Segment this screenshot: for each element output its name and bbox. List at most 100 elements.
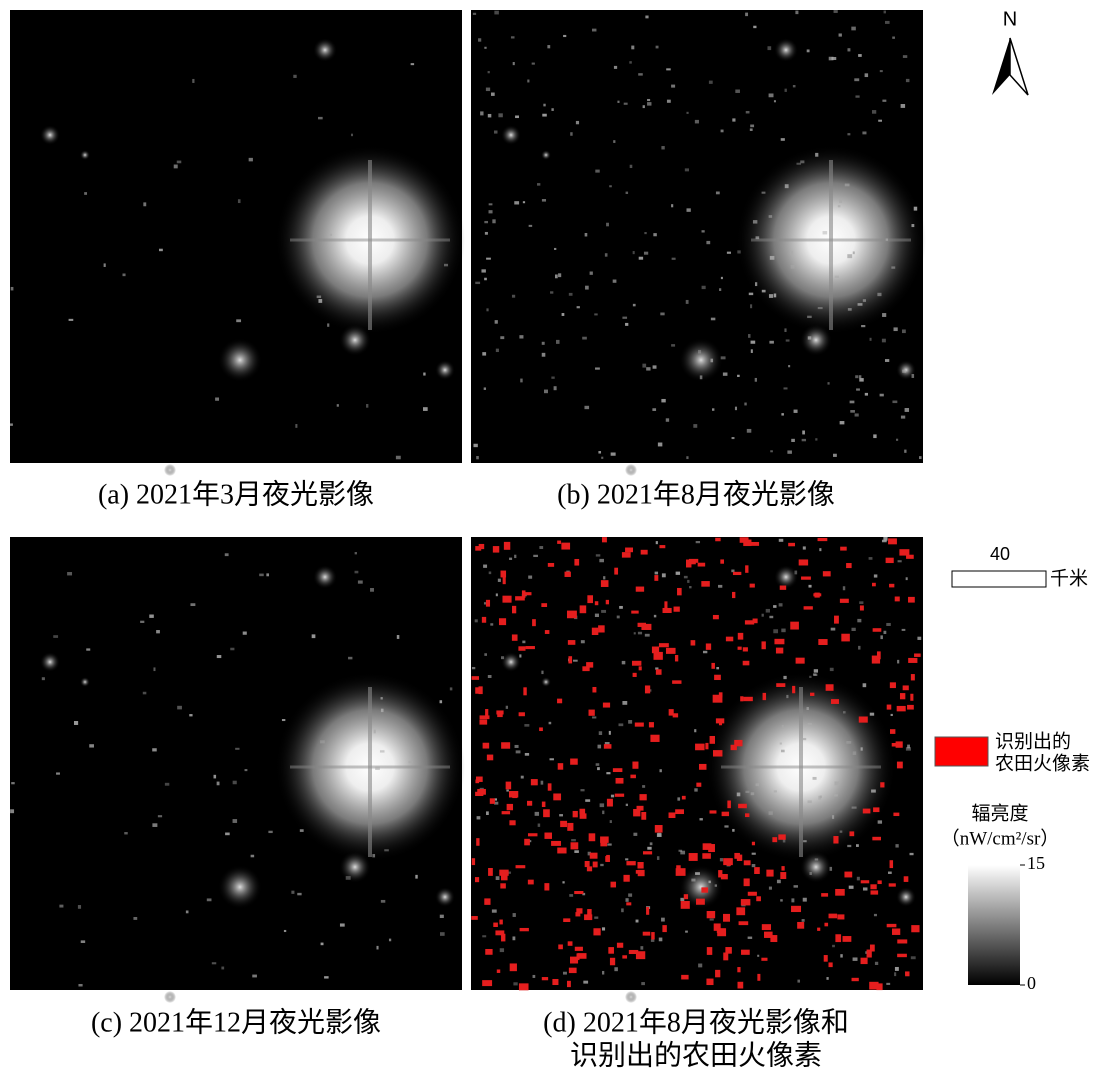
light-blob: [501, 652, 521, 672]
fire-pixel: [681, 975, 688, 980]
light-speck: [781, 138, 785, 141]
light-speck: [348, 657, 352, 660]
fire-pixel: [524, 839, 530, 846]
light-speck: [679, 850, 683, 852]
light-speck: [238, 199, 241, 203]
light-speck: [769, 887, 772, 890]
light-speck: [408, 761, 412, 763]
fire-pixel: [801, 576, 811, 579]
light-speck: [839, 199, 842, 203]
light-speck: [832, 945, 835, 947]
light-speck: [521, 776, 524, 779]
light-speck: [598, 451, 601, 454]
fire-pixel: [727, 801, 731, 809]
light-speck: [896, 439, 898, 441]
light-speck: [355, 571, 359, 574]
light-speck: [89, 744, 94, 747]
light-speck: [830, 867, 833, 871]
fire-pixel: [589, 833, 596, 841]
light-speck: [902, 370, 906, 373]
light-speck: [67, 572, 72, 575]
light-speck: [523, 201, 525, 203]
fire-pixel: [528, 880, 534, 885]
light-speck: [835, 276, 839, 278]
light-speck: [515, 745, 519, 748]
light-speck: [495, 320, 498, 324]
light-speck: [585, 286, 589, 290]
light-speck: [550, 291, 553, 293]
light-speck: [661, 146, 664, 149]
light-speck: [809, 676, 811, 678]
light-speck: [732, 118, 735, 121]
fire-pixel: [592, 628, 599, 635]
light-speck: [659, 938, 663, 942]
fire-pixel: [551, 841, 561, 846]
light-speck: [807, 49, 810, 52]
fire-pixel: [676, 865, 680, 869]
light-speck: [735, 90, 740, 93]
light-speck: [780, 899, 783, 901]
fire-pixel: [876, 983, 882, 990]
light-speck: [677, 797, 680, 800]
light-speck: [381, 900, 385, 903]
light-blob: [774, 38, 798, 62]
light-speck: [573, 660, 578, 662]
light-speck: [779, 603, 783, 606]
light-speck: [621, 908, 624, 912]
light-speck: [667, 100, 671, 103]
fire-pixel: [669, 812, 676, 818]
scale-unit: 千米: [1050, 567, 1088, 589]
fire-pixel: [568, 656, 572, 663]
arrow-right: [1010, 38, 1028, 95]
fire-pixel: [863, 809, 871, 814]
light-speck: [527, 80, 529, 83]
light-speck: [737, 250, 740, 253]
light-speck: [513, 62, 515, 65]
light-speck: [556, 340, 560, 344]
light-speck: [221, 967, 224, 970]
light-speck: [631, 46, 634, 50]
light-speck: [440, 915, 444, 918]
fire-pixel: [905, 971, 909, 976]
fire-pixel: [737, 855, 742, 861]
light-speck: [737, 793, 741, 797]
light-speck: [381, 709, 384, 712]
light-speck: [156, 630, 160, 633]
light-speck: [803, 898, 807, 902]
fire-pixel: [493, 923, 498, 927]
light-speck: [769, 294, 773, 298]
fire-pixel: [745, 565, 748, 572]
light-speck: [710, 359, 713, 363]
light-speck: [317, 296, 321, 298]
fire-pixel: [643, 851, 652, 854]
light-speck: [750, 128, 753, 130]
light-speck: [397, 635, 400, 639]
fire-pixel: [553, 793, 561, 800]
light-speck: [609, 185, 612, 187]
fire-pixel: [560, 821, 567, 827]
light-speck: [723, 372, 728, 375]
fire-pixel: [506, 782, 512, 790]
light-speck: [600, 864, 603, 866]
light-speck: [794, 571, 797, 575]
fire-pixel: [519, 983, 529, 990]
light-speck: [666, 418, 669, 421]
light-speck: [831, 628, 836, 631]
fire-pixel: [828, 962, 832, 967]
fire-pixel: [743, 647, 748, 651]
fire-pixel: [636, 870, 641, 874]
fire-pixel: [840, 547, 847, 551]
fire-pixel: [790, 622, 799, 630]
light-speck: [846, 741, 851, 744]
light-speck: [340, 923, 345, 926]
fire-pixel: [490, 798, 495, 804]
light-speck: [174, 165, 178, 169]
fire-pixel: [904, 876, 909, 882]
light-speck: [520, 379, 522, 383]
light-speck: [796, 163, 801, 165]
fire-pixel: [897, 706, 906, 711]
fire-pixel: [479, 719, 487, 724]
light-speck: [852, 807, 857, 809]
light-speck: [601, 457, 603, 459]
light-speck: [592, 716, 596, 718]
